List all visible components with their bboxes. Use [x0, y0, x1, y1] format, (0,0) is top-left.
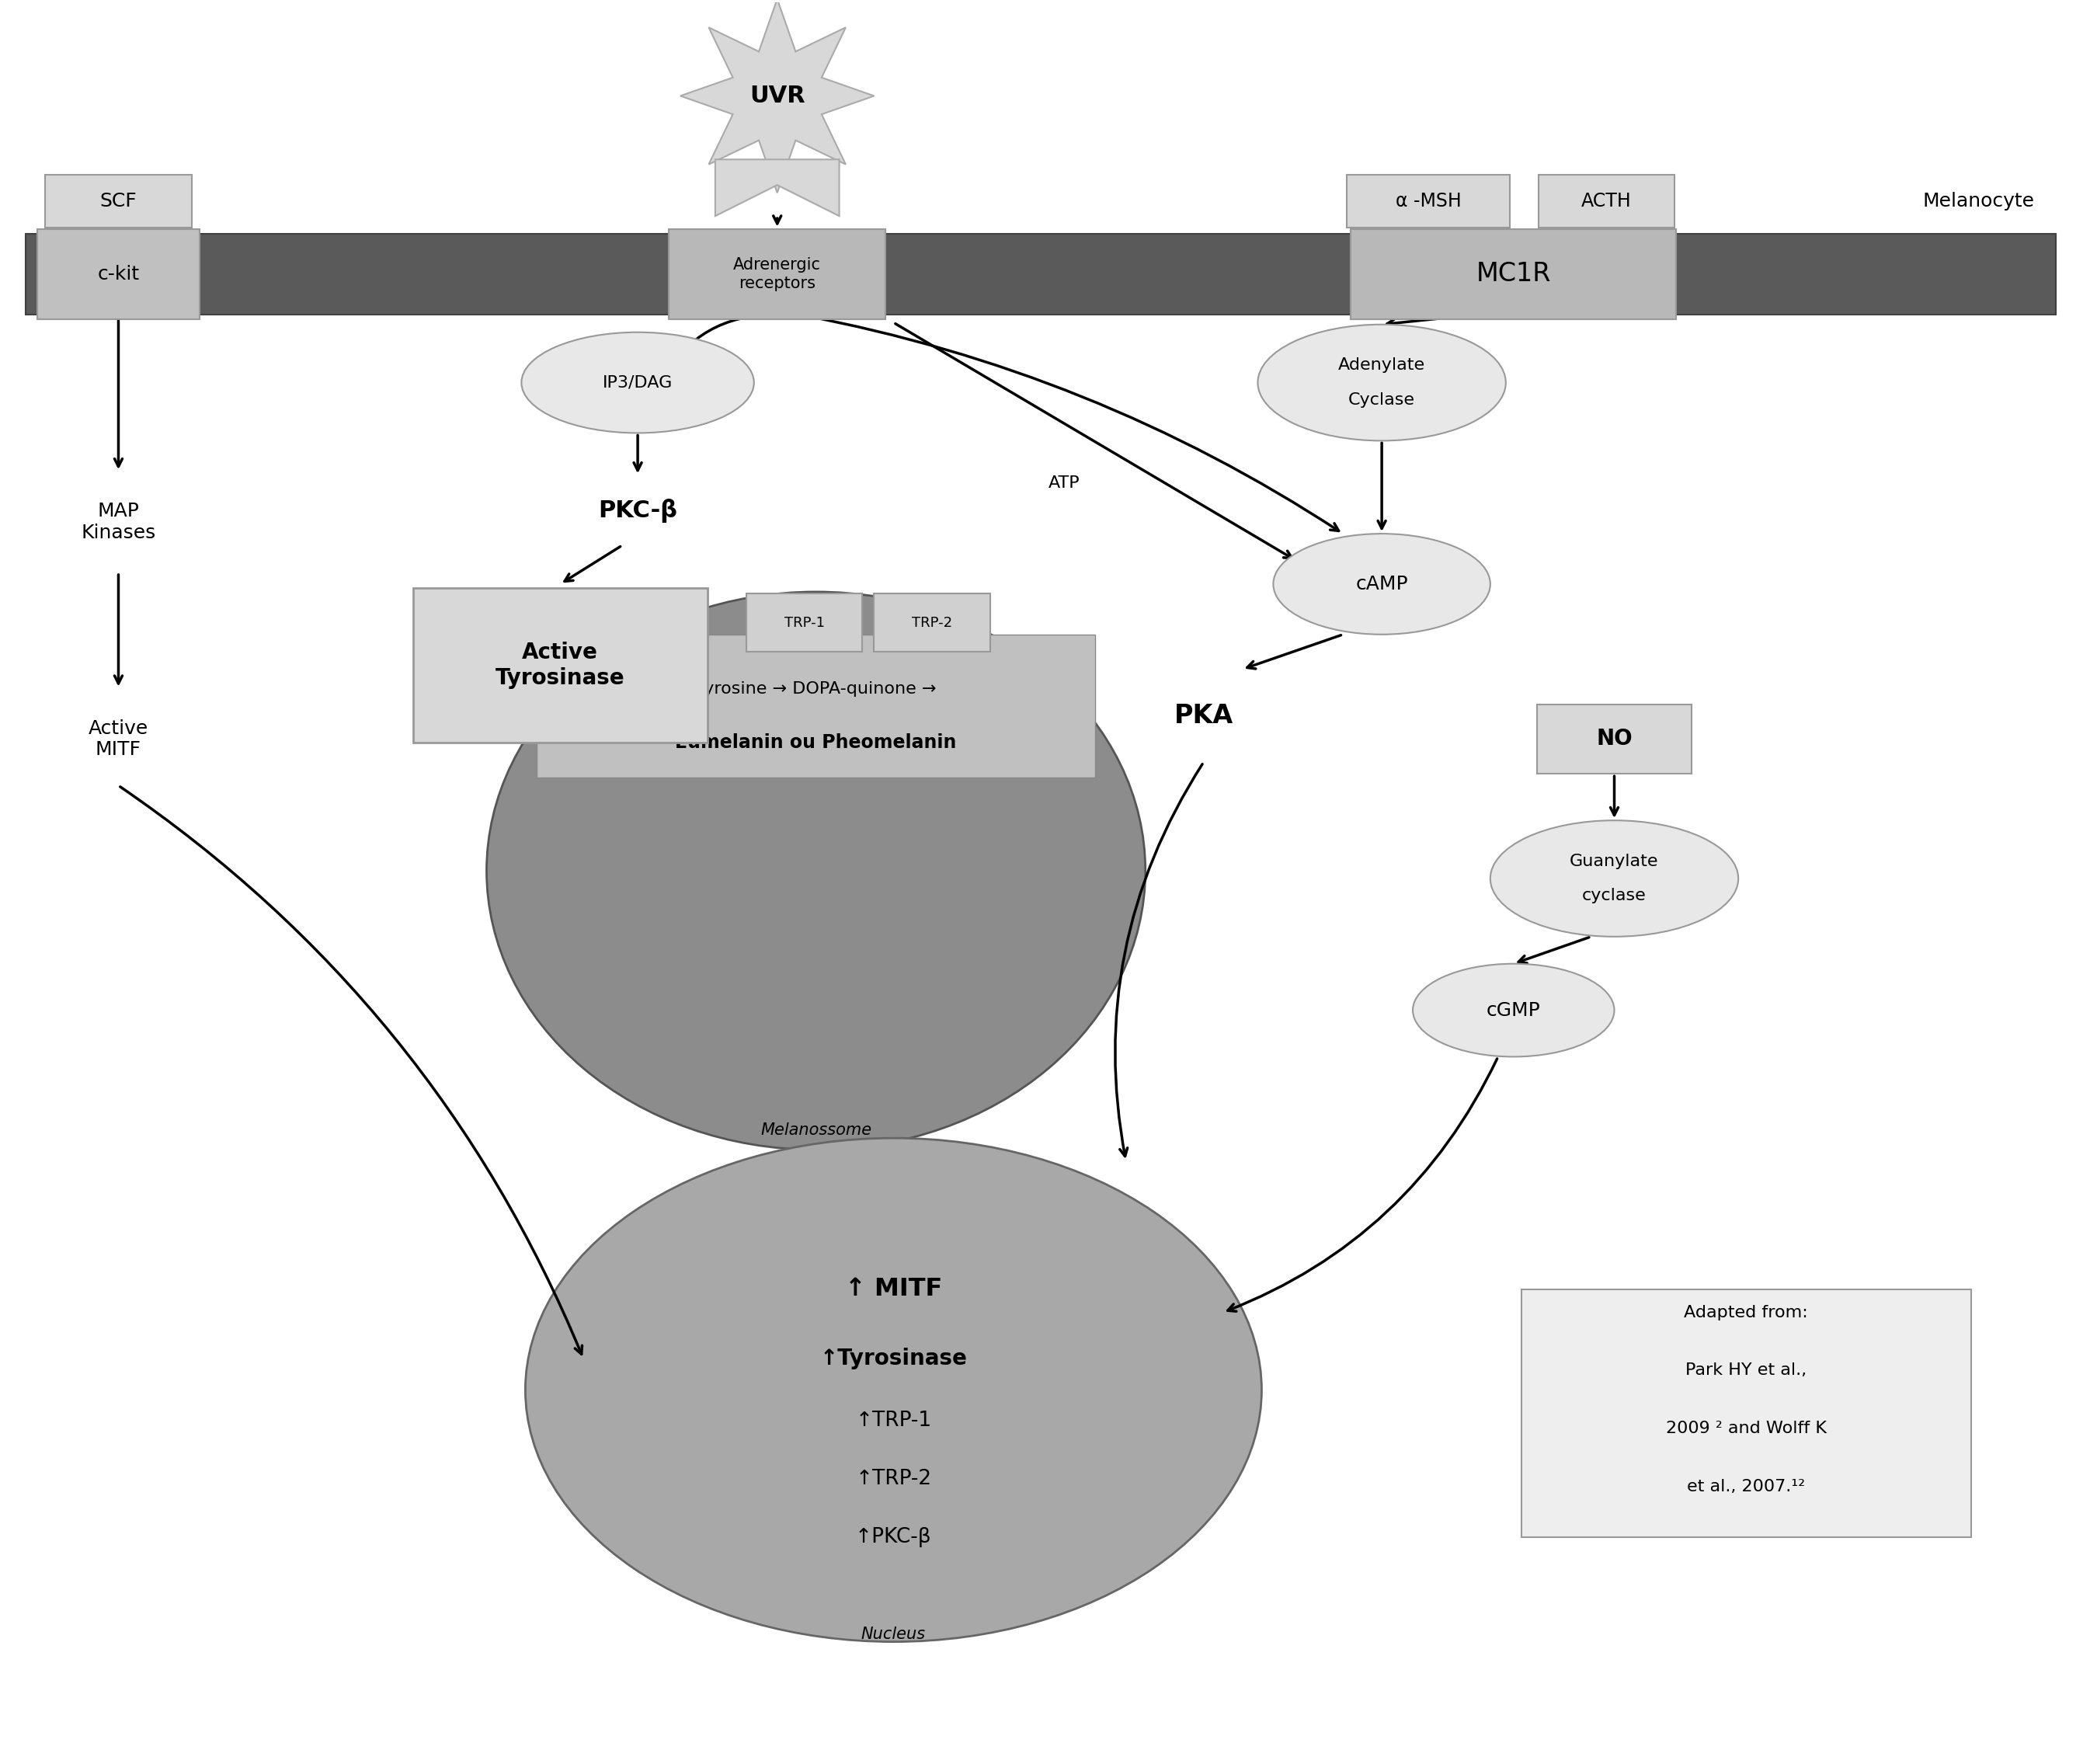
- Ellipse shape: [1273, 534, 1491, 635]
- FancyBboxPatch shape: [413, 587, 707, 743]
- Text: Melanossome: Melanossome: [761, 1122, 872, 1138]
- Text: PKA: PKA: [1174, 704, 1233, 729]
- Text: et al., 2007.¹²: et al., 2007.¹²: [1686, 1478, 1806, 1494]
- Text: ↑TRP-1: ↑TRP-1: [856, 1411, 931, 1431]
- Text: ATP: ATP: [1048, 476, 1080, 490]
- Ellipse shape: [526, 1138, 1262, 1642]
- Text: Park HY et al.,: Park HY et al.,: [1686, 1364, 1808, 1378]
- FancyBboxPatch shape: [38, 229, 199, 319]
- Text: Nucleus: Nucleus: [862, 1626, 925, 1642]
- Text: Cyclase: Cyclase: [1348, 392, 1415, 407]
- Text: NO: NO: [1596, 729, 1631, 750]
- Ellipse shape: [1258, 325, 1506, 441]
- Text: Adrenergic
receptors: Adrenergic receptors: [734, 258, 822, 291]
- Text: cAMP: cAMP: [1355, 575, 1407, 593]
- FancyBboxPatch shape: [1537, 704, 1692, 774]
- Text: Eumelanin ou Pheomelanin: Eumelanin ou Pheomelanin: [675, 734, 956, 751]
- Text: MAP
Kinases: MAP Kinases: [82, 503, 155, 542]
- Text: cGMP: cGMP: [1487, 1000, 1541, 1020]
- Text: SCF: SCF: [101, 192, 136, 210]
- Text: Active
MITF: Active MITF: [88, 720, 149, 759]
- FancyBboxPatch shape: [25, 233, 2055, 314]
- Text: ↑Tyrosinase: ↑Tyrosinase: [820, 1348, 967, 1371]
- FancyBboxPatch shape: [44, 175, 193, 228]
- Polygon shape: [679, 0, 874, 192]
- Ellipse shape: [1413, 963, 1615, 1057]
- Text: Melanocyte: Melanocyte: [1923, 192, 2034, 210]
- Text: ↑ MITF: ↑ MITF: [845, 1277, 942, 1302]
- Text: Active
Tyrosinase: Active Tyrosinase: [495, 642, 625, 690]
- Text: ACTH: ACTH: [1581, 192, 1631, 210]
- Text: Adapted from:: Adapted from:: [1684, 1305, 1808, 1319]
- Text: ↑TRP-2: ↑TRP-2: [856, 1469, 931, 1489]
- FancyBboxPatch shape: [1350, 229, 1676, 319]
- Text: PKC-β: PKC-β: [598, 499, 677, 522]
- FancyBboxPatch shape: [1346, 175, 1510, 228]
- Text: TRP-2: TRP-2: [912, 616, 952, 630]
- Ellipse shape: [522, 332, 755, 432]
- Text: Tyrosine → DOPA-quinone →: Tyrosine → DOPA-quinone →: [696, 681, 935, 697]
- Text: 2009 ² and Wolff K: 2009 ² and Wolff K: [1665, 1420, 1826, 1436]
- Text: ↑PKC-β: ↑PKC-β: [856, 1528, 931, 1547]
- Text: cyclase: cyclase: [1581, 889, 1646, 903]
- Text: IP3/DAG: IP3/DAG: [602, 374, 673, 390]
- Polygon shape: [715, 159, 839, 215]
- FancyBboxPatch shape: [537, 635, 1095, 778]
- FancyBboxPatch shape: [1520, 1289, 1971, 1536]
- Text: TRP-1: TRP-1: [784, 616, 824, 630]
- FancyBboxPatch shape: [1539, 175, 1673, 228]
- Text: α -MSH: α -MSH: [1395, 192, 1462, 210]
- Text: Guanylate: Guanylate: [1571, 854, 1659, 870]
- Ellipse shape: [1491, 820, 1738, 937]
- FancyBboxPatch shape: [669, 229, 885, 319]
- Text: MC1R: MC1R: [1476, 261, 1552, 288]
- Ellipse shape: [487, 591, 1145, 1150]
- Text: c-kit: c-kit: [96, 265, 138, 284]
- FancyBboxPatch shape: [874, 594, 990, 653]
- FancyBboxPatch shape: [747, 594, 862, 653]
- Text: Adenylate: Adenylate: [1338, 358, 1426, 372]
- Text: UVR: UVR: [749, 85, 805, 108]
